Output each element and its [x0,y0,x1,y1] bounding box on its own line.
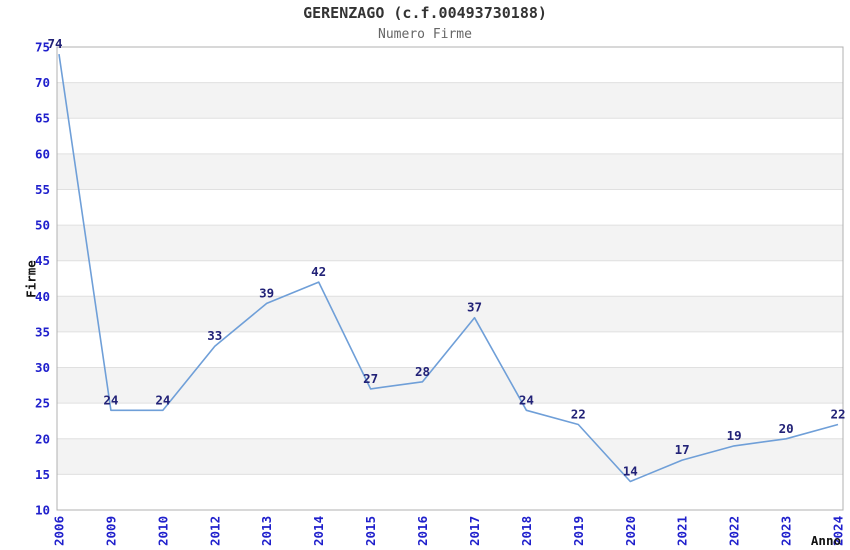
point-label: 20 [779,421,794,436]
y-tick-label: 30 [35,360,50,375]
x-tick-label: 2019 [571,516,586,546]
y-tick-label: 75 [35,40,50,55]
x-tick-label: 2014 [311,516,326,546]
point-label: 22 [830,407,845,422]
point-label: 39 [259,285,274,300]
y-tick-label: 55 [35,182,50,197]
y-tick-label: 10 [35,503,50,518]
x-tick-label: 2021 [675,516,690,546]
x-tick-label: 2010 [155,516,170,546]
point-label: 22 [571,407,586,422]
x-tick-label: 2023 [779,516,794,546]
point-label: 24 [519,392,534,407]
point-label: 17 [675,442,690,457]
y-tick-label: 40 [35,289,50,304]
point-label: 28 [415,364,430,379]
y-tick-label: 35 [35,324,50,339]
x-axis-title: Anno [811,533,841,548]
plot-band [57,225,843,261]
x-tick-label: 2022 [727,516,742,546]
plot-band [57,153,843,190]
y-tick-label: 45 [35,253,50,268]
x-tick-label: 2024 [831,516,846,546]
point-label: 24 [103,392,118,407]
point-label: 19 [727,428,742,443]
x-tick-label: 2020 [623,516,638,546]
plot-band [57,438,843,475]
x-tick-label: 2009 [103,516,118,546]
y-tick-label: 20 [35,431,50,446]
plot-band [57,82,843,119]
x-tick-label: 2017 [467,516,482,546]
chart-subtitle: Numero Firme [378,27,472,42]
point-label: 27 [363,371,378,386]
x-tick-label: 2012 [207,516,222,546]
x-tick-label: 2018 [519,516,534,546]
y-tick-label: 25 [35,396,50,411]
x-tick-label: 2015 [363,516,378,546]
series-line [58,53,839,483]
y-tick-label: 65 [35,111,50,126]
point-label: 14 [623,464,638,479]
x-tick-label: 2013 [259,516,274,546]
point-label: 24 [155,392,170,407]
y-tick-label: 70 [35,75,50,90]
point-label: 37 [467,300,482,315]
chart-title: GERENZAGO (c.f.00493730188) [303,4,547,22]
point-label: 42 [311,264,326,279]
y-tick-label: 50 [35,218,50,233]
plot-border [56,46,844,511]
y-axis-title: Firme [24,260,39,298]
y-tick-label: 60 [35,146,50,161]
y-tick-label: 15 [35,467,50,482]
plot-band [57,296,843,332]
x-tick-label: 2006 [52,516,67,546]
point-label: 33 [207,328,222,343]
point-label: 74 [47,36,62,51]
x-tick-label: 2016 [415,516,430,546]
plot-band [57,367,843,404]
